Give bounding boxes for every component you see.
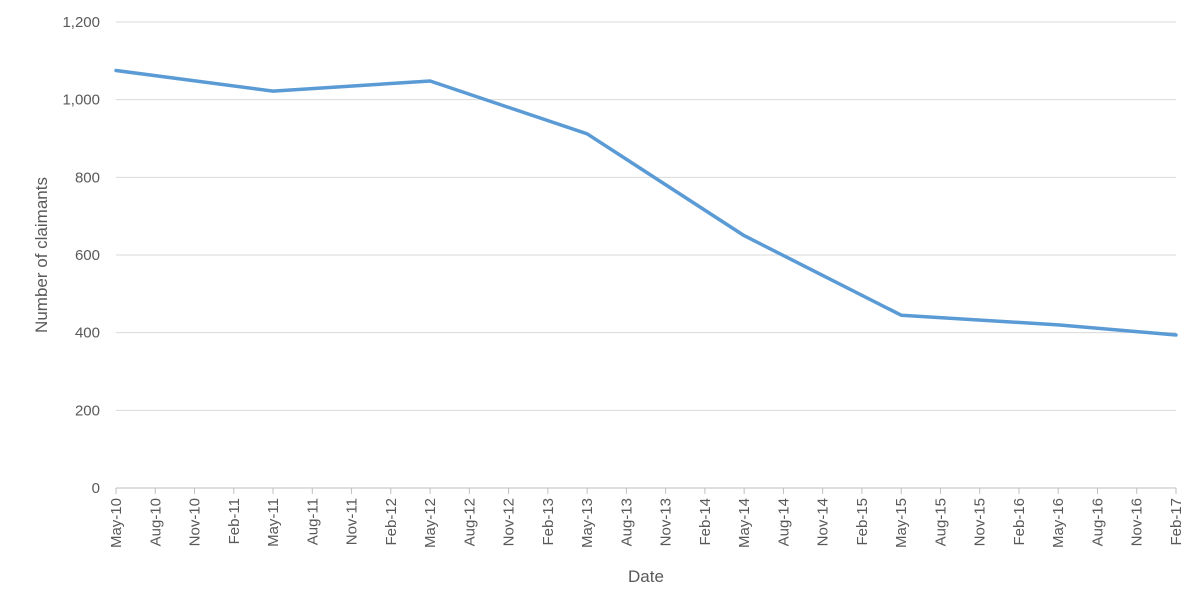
x-tick-label: Nov-15 <box>972 498 989 546</box>
x-tick-label: Feb-16 <box>1011 498 1028 546</box>
x-tick-label: Feb-14 <box>697 498 714 546</box>
x-tick-label: Feb-11 <box>226 498 243 544</box>
x-tick-label: May-10 <box>108 498 125 548</box>
x-axis <box>115 487 1177 494</box>
x-tick-label: Nov-11 <box>344 498 361 545</box>
x-tick-label: Feb-12 <box>383 498 400 546</box>
y-tick-label: 200 <box>75 402 100 419</box>
x-tick-label: Feb-13 <box>540 498 557 546</box>
x-axis-title: Date <box>628 567 664 586</box>
x-tick-label: Aug-14 <box>775 498 792 546</box>
x-tick-label: Aug-10 <box>147 498 164 546</box>
x-tick-label: Aug-11 <box>304 498 321 545</box>
y-tick-label: 1,200 <box>62 14 100 31</box>
x-tick-label: Feb-15 <box>854 498 871 546</box>
x-tick-label: May-11 <box>265 498 282 547</box>
x-tick-label: May-13 <box>579 498 596 548</box>
x-tick-label: Nov-10 <box>187 498 204 546</box>
x-tick-label: May-16 <box>1050 498 1067 548</box>
y-axis-tick-labels: 0 200 400 600 800 1,000 1,200 <box>62 14 100 497</box>
y-tick-label: 600 <box>75 247 100 264</box>
x-tick-label: May-15 <box>893 498 910 548</box>
series-line <box>114 68 1178 337</box>
x-tick-label: Aug-12 <box>461 498 478 546</box>
x-axis-tick-labels: May-10 Aug-10 Nov-10 Feb-11 May-11 Aug-11 Nov-… <box>108 498 1185 548</box>
y-tick-label: 0 <box>92 480 100 497</box>
x-tick-label: Nov-13 <box>658 498 675 546</box>
x-tick-label: Nov-14 <box>815 498 832 546</box>
y-tick-label: 400 <box>75 325 100 342</box>
x-tick-label: Aug-16 <box>1089 498 1106 546</box>
x-tick-label: Aug-13 <box>618 498 635 546</box>
x-tick-label: May-14 <box>736 498 753 548</box>
x-tick-label: Nov-16 <box>1129 498 1146 546</box>
x-tick-label: May-12 <box>422 498 439 548</box>
x-tick-label: Nov-12 <box>501 498 518 546</box>
y-tick-label: 800 <box>75 169 100 186</box>
y-tick-label: 1,000 <box>62 92 100 109</box>
x-tick-label: Feb-17 <box>1168 498 1185 546</box>
y-axis-title: Number of claimants <box>32 177 51 333</box>
x-tick-label: Aug-15 <box>932 498 949 546</box>
gridlines <box>116 21 1176 411</box>
series-layer <box>114 68 1178 337</box>
